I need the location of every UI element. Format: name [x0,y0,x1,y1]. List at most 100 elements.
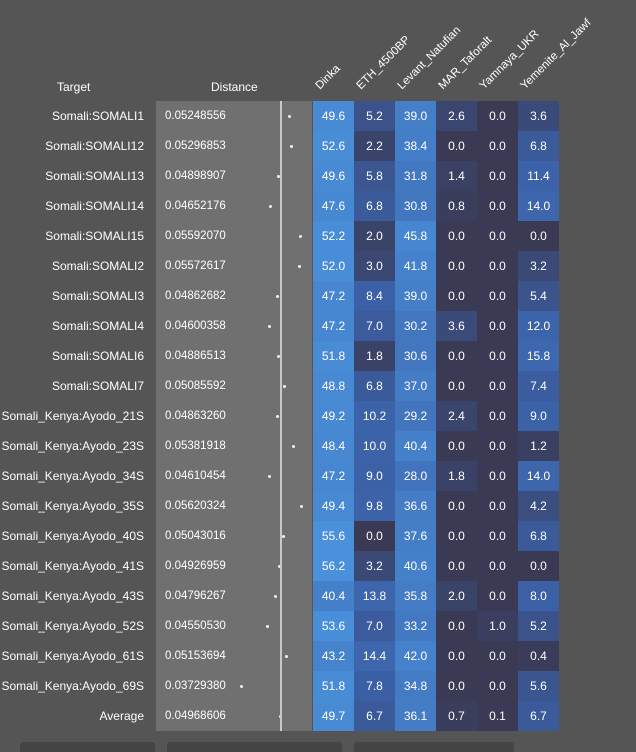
distance-value: 0.04898907 [165,170,226,182]
heatmap-cell: 14.4 [354,641,395,671]
table-row[interactable]: Somali:SOMALI1 0.05248556 49.6 5.2 39.0 2.6 0.… [0,101,636,131]
average-row[interactable]: Average 0.04968606 49.7 6.7 36.1 0.7 0.1 6.7 [0,701,636,731]
heatmap-cell: 0.0 [477,131,518,161]
heatmap-cell: 51.8 [313,341,354,371]
table-row[interactable]: Somali_Kenya:Ayodo_35S 0.05620324 49.4 9.8 3… [0,491,636,521]
distance-value: 0.04610454 [165,470,226,482]
bottom-tab-1[interactable] [20,742,155,752]
distance-cell: 0.05248556 [156,101,312,131]
col-header-dinka[interactable]: Dinka [313,62,343,92]
table-row[interactable]: Somali:SOMALI4 0.04600358 47.2 7.0 30.2 3.6 0.… [0,311,636,341]
heatmap-cell: 2.0 [436,581,477,611]
table-row[interactable]: Somali:SOMALI2 0.05572617 52.0 3.0 41.8 0.0 0.… [0,251,636,281]
distance-dot [283,385,286,388]
heatmap-cell: 11.4 [518,161,559,191]
target-cell: Somali:SOMALI14 [45,199,144,213]
heatmap-cell: 6.8 [518,131,559,161]
table-row[interactable]: Somali_Kenya:Ayodo_43S 0.04796267 40.4 13.8… [0,581,636,611]
table-row[interactable]: Somali_Kenya:Ayodo_41S 0.04926959 56.2 3.2 4… [0,551,636,581]
target-cell: Somali_Kenya:Ayodo_69S [1,679,144,693]
heatmap-cell: 0.0 [436,371,477,401]
table-row[interactable]: Somali:SOMALI13 0.04898907 49.6 5.8 31.8 1.4 0… [0,161,636,191]
heatmap-cell: 3.6 [518,101,559,131]
heatmap-cell: 1.8 [436,461,477,491]
heatmap-cell: 49.2 [313,401,354,431]
distance-value: 0.05572617 [165,260,226,272]
distance-cell: 0.04796267 [156,581,312,611]
target-cell: Average [99,709,144,723]
target-cell: Somali:SOMALI3 [51,289,144,303]
heatmap-cell: 0.0 [477,431,518,461]
target-cell: Somali_Kenya:Ayodo_21S [1,409,144,423]
distance-dot [288,115,291,118]
heatmap-cell: 48.8 [313,371,354,401]
heatmap-cell: 0.0 [518,551,559,581]
heatmap-cell: 28.0 [395,461,436,491]
table-row[interactable]: Somali:SOMALI6 0.04886513 51.8 1.8 30.6 0.0 0.… [0,341,636,371]
heatmap-cell: 6.8 [518,521,559,551]
distance-dot [268,475,271,478]
heatmap-cell: 36.6 [395,491,436,521]
bottom-tab-3[interactable] [354,742,514,752]
distance-value: 0.05085592 [165,380,226,392]
target-cell: Somali:SOMALI6 [51,349,144,363]
table-row[interactable]: Somali_Kenya:Ayodo_21S 0.04863260 49.2 10.2… [0,401,636,431]
heatmap-cell: 0.0 [477,461,518,491]
heatmap-cell: 0.0 [477,191,518,221]
heatmap-cell: 7.8 [354,671,395,701]
distance-cell: 0.05592070 [156,221,312,251]
table-row[interactable]: Somali_Kenya:Ayodo_23S 0.05381918 48.4 10.0… [0,431,636,461]
distance-cell: 0.04600358 [156,311,312,341]
heatmap-cell: 49.7 [313,701,354,731]
table-row[interactable]: Somali_Kenya:Ayodo_61S 0.05153694 43.2 14.4… [0,641,636,671]
table-row[interactable]: Somali_Kenya:Ayodo_40S 0.05043016 55.6 0.0 3… [0,521,636,551]
distance-cell: 0.05043016 [156,521,312,551]
heatmap-cell: 0.0 [477,341,518,371]
target-cell: Somali:SOMALI15 [45,229,144,243]
distance-value: 0.04862682 [165,290,226,302]
heatmap-cell: 45.8 [395,221,436,251]
target-cell: Somali:SOMALI7 [51,379,144,393]
heatmap-cell: 13.8 [354,581,395,611]
heatmap-cell: 14.0 [518,461,559,491]
col-header-yemenite-al-jawf[interactable]: Yemenite_Al_Jawf [518,16,594,93]
distance-value: 0.05153694 [165,650,226,662]
heatmap-cell: 29.2 [395,401,436,431]
heatmap-cell: 0.0 [436,641,477,671]
heatmap-cell: 0.8 [436,191,477,221]
distance-dot [299,235,302,238]
table-row[interactable]: Somali_Kenya:Ayodo_69S 0.03729380 51.8 7.8 3… [0,671,636,701]
heatmap-cell: 40.4 [313,581,354,611]
target-cell: Somali:SOMALI13 [45,169,144,183]
heatmap-cell: 31.8 [395,161,436,191]
heatmap-cell: 0.0 [436,521,477,551]
distance-value: 0.05592070 [165,230,226,242]
heatmap-cell: 0.4 [518,641,559,671]
distance-dot [300,505,303,508]
distance-cell: 0.05620324 [156,491,312,521]
distance-dot [240,685,243,688]
table-row[interactable]: Somali:SOMALI7 0.05085592 48.8 6.8 37.0 0.0 0.… [0,371,636,401]
table-row[interactable]: Somali:SOMALI3 0.04862682 47.2 8.4 39.0 0.0 0.… [0,281,636,311]
target-column-header[interactable]: Target [57,80,91,94]
heatmap-cell: 53.6 [313,611,354,641]
heatmap-cell: 15.8 [518,341,559,371]
distance-column-header[interactable]: Distance [211,80,258,94]
heatmap-cell: 5.2 [518,611,559,641]
bottom-tab-2[interactable] [167,742,342,752]
table-row[interactable]: Somali_Kenya:Ayodo_52S 0.04550530 53.6 7.0 3… [0,611,636,641]
heatmap-cell: 10.0 [354,431,395,461]
heatmap-cell: 0.0 [477,581,518,611]
heatmap-cell: 6.7 [518,701,559,731]
heatmap-cell: 7.0 [354,611,395,641]
distance-value: 0.03729380 [165,680,226,692]
heatmap-cell: 0.0 [436,281,477,311]
target-cell: Somali_Kenya:Ayodo_23S [1,439,144,453]
table-row[interactable]: Somali:SOMALI15 0.05592070 52.2 2.0 45.8 0.0 0… [0,221,636,251]
table-row[interactable]: Somali:SOMALI14 0.04652176 47.6 6.8 30.8 0.8 0… [0,191,636,221]
table-row[interactable]: Somali:SOMALI12 0.05296853 52.6 2.2 38.4 0.0 0… [0,131,636,161]
distance-value: 0.04652176 [165,200,226,212]
distance-cell: 0.04652176 [156,191,312,221]
heatmap-cell: 47.2 [313,311,354,341]
table-row[interactable]: Somali_Kenya:Ayodo_34S 0.04610454 47.2 9.0 2… [0,461,636,491]
